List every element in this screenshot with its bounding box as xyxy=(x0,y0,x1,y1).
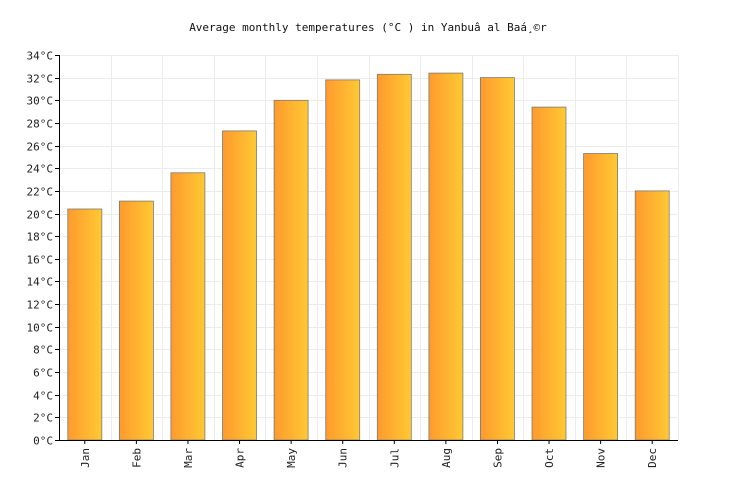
y-tick-label: 22°C xyxy=(27,186,54,199)
y-tick-label: 12°C xyxy=(27,299,54,312)
x-tick-label-aug: Aug xyxy=(440,448,453,468)
y-tick-label: 14°C xyxy=(27,276,54,289)
y-tick-label: 16°C xyxy=(27,254,54,267)
x-tick-label-may: May xyxy=(285,448,298,468)
y-tick-label: 6°C xyxy=(33,367,53,380)
x-tick-label-dec: Dec xyxy=(646,448,659,468)
bar-sep xyxy=(479,77,515,441)
x-tick-label-apr: Apr xyxy=(234,448,247,468)
bar-mar xyxy=(170,172,206,441)
bar-oct xyxy=(531,106,567,441)
y-tick-label: 0°C xyxy=(33,435,53,448)
y-tick-label: 8°C xyxy=(33,344,53,357)
bars xyxy=(67,72,670,441)
y-tick-label: 18°C xyxy=(27,231,54,244)
x-tick-label-jun: Jun xyxy=(337,448,350,468)
x-tick-label-nov: Nov xyxy=(595,448,608,468)
x-tick-label-feb: Feb xyxy=(130,448,143,468)
y-tick-label: 10°C xyxy=(27,322,54,335)
bar-feb xyxy=(119,200,154,441)
bar-may xyxy=(273,99,309,441)
y-tick-label: 28°C xyxy=(27,118,54,131)
y-tick-label: 20°C xyxy=(27,209,54,222)
x-tick-label-sep: Sep xyxy=(491,448,504,468)
y-tick-label: 26°C xyxy=(27,141,54,154)
x-axis-ticks: Jan Feb Mar Apr May Jun Jul Aug Sep Oct Nov Dec xyxy=(79,440,659,468)
gridlines xyxy=(59,55,679,441)
y-tick-label: 4°C xyxy=(33,390,53,403)
bar-aug xyxy=(428,72,464,441)
y-tick-label: 32°C xyxy=(27,73,54,86)
bar-dec xyxy=(634,190,670,441)
y-tick-label: 24°C xyxy=(27,163,54,176)
y-tick-label: 2°C xyxy=(33,412,53,425)
x-tick-label-jan: Jan xyxy=(79,448,92,468)
bar-jun xyxy=(325,79,361,441)
bar-nov xyxy=(583,153,618,441)
y-tick-label: 34°C xyxy=(27,50,54,63)
bar-jan xyxy=(67,208,103,441)
x-tick-label-jul: Jul xyxy=(388,448,401,468)
bar-apr xyxy=(222,130,257,441)
chart-title: Average monthly temperatures (°C ) in Ya… xyxy=(189,21,547,34)
x-tick-label-mar: Mar xyxy=(182,448,195,468)
y-axis-ticks: 0°C 2°C 4°C 6°C 8°C 10°C 12°C 14°C 16°C 18°C 20°C 2… xyxy=(27,50,59,448)
y-tick-label: 30°C xyxy=(27,95,54,108)
x-tick-label-oct: Oct xyxy=(543,448,556,468)
bar-jul xyxy=(376,73,412,441)
